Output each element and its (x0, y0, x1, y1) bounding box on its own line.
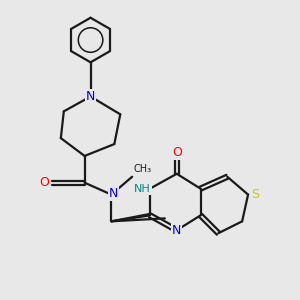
Text: O: O (172, 146, 182, 160)
Text: N: N (172, 224, 182, 237)
Text: S: S (251, 188, 260, 201)
Text: NH: NH (134, 184, 151, 194)
Text: N: N (109, 187, 119, 200)
Text: O: O (40, 176, 50, 189)
Text: CH₃: CH₃ (134, 164, 152, 174)
Text: N: N (86, 90, 95, 103)
